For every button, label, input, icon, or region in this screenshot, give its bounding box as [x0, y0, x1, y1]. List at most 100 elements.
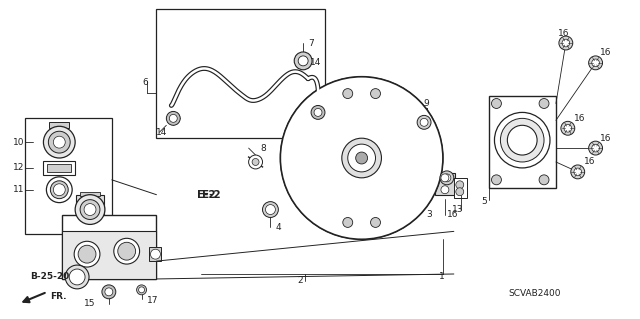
Circle shape	[105, 288, 113, 296]
Circle shape	[166, 111, 180, 125]
Circle shape	[314, 108, 322, 116]
Circle shape	[574, 168, 582, 176]
Circle shape	[294, 52, 312, 70]
Circle shape	[592, 59, 600, 67]
Circle shape	[440, 171, 454, 185]
Circle shape	[420, 118, 428, 126]
Circle shape	[592, 144, 600, 152]
Text: 16: 16	[600, 48, 611, 57]
Polygon shape	[44, 161, 75, 175]
Text: 6: 6	[143, 78, 148, 87]
Polygon shape	[24, 118, 112, 234]
Circle shape	[69, 269, 85, 285]
Circle shape	[328, 124, 396, 192]
Circle shape	[589, 141, 602, 155]
Circle shape	[343, 89, 353, 99]
Circle shape	[296, 93, 427, 223]
Circle shape	[262, 202, 278, 218]
Circle shape	[348, 144, 376, 172]
Circle shape	[53, 136, 65, 148]
Text: 14: 14	[310, 58, 321, 67]
Circle shape	[252, 159, 259, 166]
Circle shape	[102, 285, 116, 299]
Text: SCVAB2400: SCVAB2400	[508, 289, 561, 298]
Text: 17: 17	[147, 296, 158, 305]
Polygon shape	[76, 195, 104, 214]
Circle shape	[136, 285, 147, 295]
Text: 10: 10	[13, 138, 24, 147]
Circle shape	[170, 115, 177, 122]
Text: E-2: E-2	[202, 190, 220, 200]
Circle shape	[311, 106, 325, 119]
Circle shape	[508, 125, 537, 155]
Polygon shape	[80, 192, 100, 196]
Polygon shape	[488, 96, 556, 188]
Text: E-2: E-2	[196, 190, 215, 200]
Circle shape	[139, 287, 145, 293]
Circle shape	[417, 115, 431, 129]
Polygon shape	[49, 122, 69, 128]
Polygon shape	[156, 9, 325, 138]
Circle shape	[51, 181, 68, 199]
Polygon shape	[454, 178, 467, 198]
Text: B-25-20: B-25-20	[31, 272, 70, 281]
Text: 5: 5	[481, 197, 486, 206]
Circle shape	[44, 126, 75, 158]
Circle shape	[495, 112, 550, 168]
Circle shape	[456, 188, 464, 196]
Circle shape	[539, 175, 549, 185]
Circle shape	[288, 85, 435, 231]
Circle shape	[312, 108, 411, 208]
Circle shape	[320, 116, 403, 200]
Text: 8: 8	[260, 144, 266, 152]
Text: 16: 16	[584, 158, 595, 167]
Text: 13: 13	[452, 205, 463, 214]
Circle shape	[492, 99, 501, 108]
Circle shape	[118, 242, 136, 260]
Circle shape	[441, 174, 449, 182]
Text: 15: 15	[83, 299, 95, 308]
Text: 16: 16	[574, 114, 585, 123]
Circle shape	[562, 39, 570, 47]
Circle shape	[356, 152, 367, 164]
Circle shape	[114, 238, 140, 264]
Circle shape	[539, 99, 549, 108]
Circle shape	[84, 204, 96, 216]
Text: 16: 16	[600, 134, 611, 143]
Polygon shape	[62, 214, 156, 279]
Circle shape	[371, 218, 380, 227]
Text: FR.: FR.	[51, 292, 67, 301]
Circle shape	[80, 200, 100, 219]
Circle shape	[441, 186, 449, 194]
Circle shape	[342, 138, 381, 178]
Circle shape	[53, 184, 65, 196]
Circle shape	[47, 177, 72, 203]
Circle shape	[74, 241, 100, 267]
Circle shape	[443, 174, 451, 182]
Text: 16: 16	[447, 210, 458, 219]
Text: 12: 12	[13, 163, 24, 173]
Circle shape	[248, 155, 262, 169]
Text: 1: 1	[439, 272, 445, 281]
Text: 9: 9	[423, 99, 429, 108]
Circle shape	[150, 249, 161, 259]
Circle shape	[304, 100, 419, 216]
Circle shape	[49, 131, 70, 153]
Circle shape	[589, 56, 602, 70]
Circle shape	[298, 56, 308, 66]
Circle shape	[343, 218, 353, 227]
Text: 11: 11	[13, 185, 24, 194]
Text: 7: 7	[308, 39, 314, 48]
Text: 3: 3	[426, 210, 432, 219]
Circle shape	[559, 36, 573, 50]
Polygon shape	[435, 173, 455, 195]
Text: 14: 14	[156, 128, 168, 137]
Circle shape	[561, 121, 575, 135]
Circle shape	[266, 204, 275, 214]
Circle shape	[280, 77, 443, 239]
Text: 2: 2	[298, 277, 303, 286]
Circle shape	[75, 195, 105, 225]
Text: 4: 4	[275, 223, 281, 232]
Circle shape	[65, 265, 89, 289]
Circle shape	[492, 175, 501, 185]
